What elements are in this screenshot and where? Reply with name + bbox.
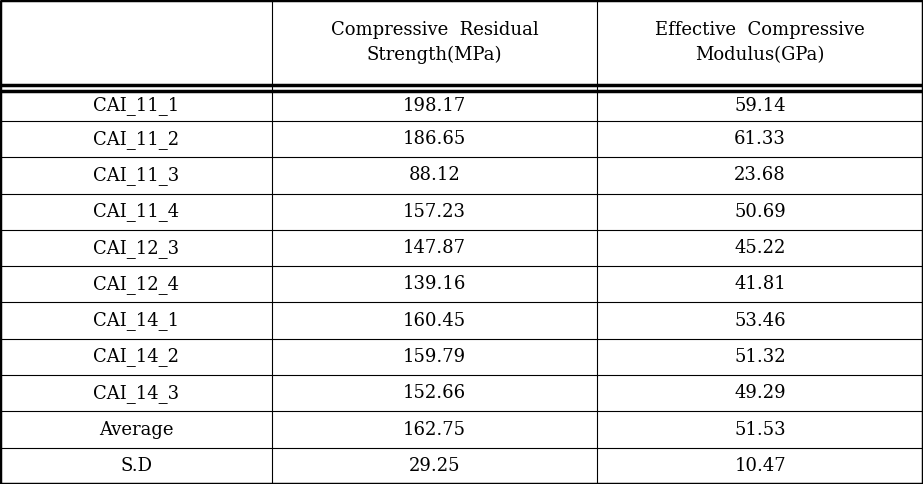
Text: 51.32: 51.32 [735, 348, 785, 366]
Text: 61.33: 61.33 [734, 130, 786, 148]
Text: CAI_11_1: CAI_11_1 [93, 96, 179, 115]
Text: 162.75: 162.75 [403, 421, 466, 439]
Text: 51.53: 51.53 [735, 421, 785, 439]
Text: 59.14: 59.14 [735, 97, 785, 115]
Text: CAI_11_4: CAI_11_4 [93, 202, 179, 221]
Text: 29.25: 29.25 [409, 457, 461, 475]
Text: 88.12: 88.12 [409, 166, 461, 184]
Text: Effective  Compressive
Modulus(GPa): Effective Compressive Modulus(GPa) [655, 21, 865, 64]
Text: 159.79: 159.79 [403, 348, 466, 366]
Text: CAI_12_3: CAI_12_3 [93, 239, 179, 257]
Text: 49.29: 49.29 [735, 384, 785, 402]
Text: 186.65: 186.65 [403, 130, 466, 148]
Text: 157.23: 157.23 [403, 203, 466, 221]
Text: 50.69: 50.69 [734, 203, 786, 221]
Text: 10.47: 10.47 [735, 457, 785, 475]
Text: CAI_14_2: CAI_14_2 [93, 348, 179, 366]
Text: 139.16: 139.16 [403, 275, 466, 293]
Text: 198.17: 198.17 [403, 97, 466, 115]
Text: Average: Average [99, 421, 174, 439]
Text: 41.81: 41.81 [734, 275, 786, 293]
Text: CAI_11_2: CAI_11_2 [93, 130, 179, 149]
Text: CAI_14_3: CAI_14_3 [93, 384, 179, 403]
Text: S.D: S.D [120, 457, 152, 475]
Text: 152.66: 152.66 [403, 384, 466, 402]
Text: 147.87: 147.87 [403, 239, 466, 257]
Text: CAI_12_4: CAI_12_4 [93, 275, 179, 294]
Text: 53.46: 53.46 [735, 312, 785, 330]
Text: 45.22: 45.22 [735, 239, 785, 257]
Text: 160.45: 160.45 [403, 312, 466, 330]
Text: 23.68: 23.68 [734, 166, 786, 184]
Text: CAI_14_1: CAI_14_1 [93, 311, 179, 330]
Text: Compressive  Residual
Strength(MPa): Compressive Residual Strength(MPa) [330, 21, 539, 64]
Text: CAI_11_3: CAI_11_3 [93, 166, 179, 185]
